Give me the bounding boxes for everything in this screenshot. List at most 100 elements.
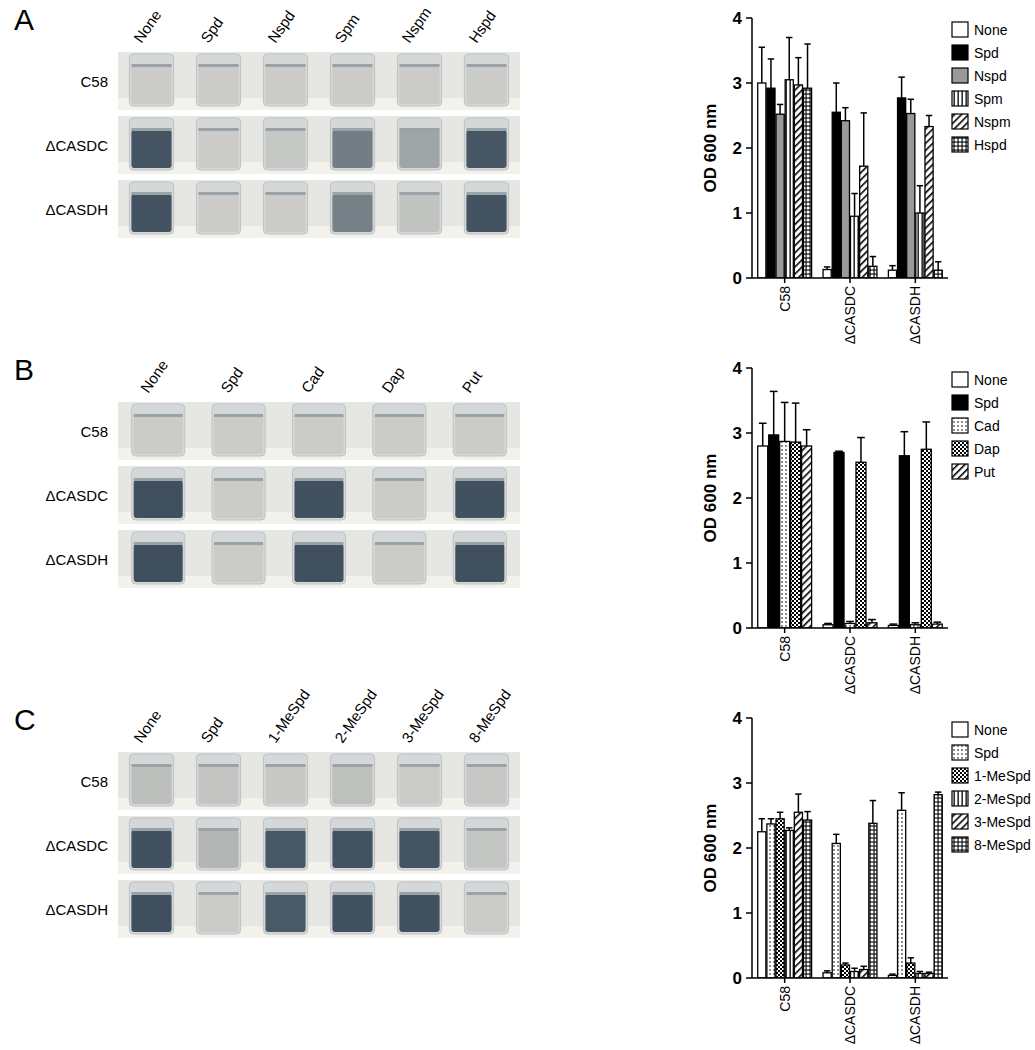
legend-swatch bbox=[952, 441, 968, 456]
error-bar bbox=[910, 99, 912, 113]
tube-culture bbox=[198, 830, 238, 868]
legend-swatch bbox=[952, 418, 968, 433]
x-tick bbox=[915, 978, 917, 983]
legend-swatch bbox=[952, 91, 968, 106]
plot-marks bbox=[758, 792, 943, 978]
error-cap bbox=[889, 973, 895, 975]
bar bbox=[934, 795, 942, 978]
error-cap bbox=[792, 402, 800, 404]
tube-glass bbox=[263, 754, 307, 806]
x-tick bbox=[784, 978, 786, 983]
error-cap bbox=[857, 437, 865, 439]
tube-culture bbox=[332, 766, 372, 804]
tube-meniscus bbox=[455, 414, 504, 417]
legend-swatch bbox=[952, 814, 968, 829]
tube-glass bbox=[453, 532, 506, 584]
tube-culture bbox=[332, 894, 372, 932]
figure: ANoneSpdNspdSpmNspmHspdC58ΔCASDCΔCASDH01… bbox=[0, 0, 1035, 1050]
panel-0: ANoneSpdNspdSpmNspmHspdC58ΔCASDCΔCASDH01… bbox=[14, 3, 1011, 344]
tube-glass bbox=[132, 404, 185, 456]
y-tick bbox=[746, 912, 752, 914]
error-cap bbox=[922, 421, 930, 423]
tube-meniscus bbox=[265, 764, 305, 767]
tube-culture bbox=[399, 66, 439, 104]
y-tick bbox=[746, 847, 752, 849]
y-tick-label: 3 bbox=[733, 74, 742, 93]
y-tick bbox=[746, 277, 752, 279]
legend-swatch bbox=[952, 45, 968, 60]
tube-culture bbox=[265, 130, 305, 168]
error-cap bbox=[759, 423, 767, 425]
legend-label: Spm bbox=[974, 91, 1003, 107]
tube-glass bbox=[196, 118, 240, 170]
tube-meniscus bbox=[294, 542, 343, 545]
tube-culture bbox=[399, 894, 439, 932]
photo-strip bbox=[118, 180, 520, 238]
legend-label: Spd bbox=[974, 45, 999, 61]
photo-strip bbox=[118, 752, 520, 810]
error-bar bbox=[860, 438, 862, 463]
bar bbox=[841, 121, 849, 278]
x-tick bbox=[849, 978, 851, 983]
error-cap bbox=[851, 968, 857, 970]
tube-culture bbox=[131, 830, 171, 868]
tube-glass bbox=[397, 882, 441, 934]
error-cap bbox=[770, 391, 778, 393]
x-tick bbox=[915, 278, 917, 283]
error-bar bbox=[779, 104, 781, 114]
bar bbox=[794, 812, 802, 978]
tube-meniscus bbox=[466, 64, 506, 67]
bar bbox=[832, 112, 840, 278]
tube-glass bbox=[373, 404, 426, 456]
tube-label: None bbox=[130, 7, 164, 46]
error-bar bbox=[788, 38, 790, 80]
tube-glass bbox=[330, 182, 374, 234]
error-bar bbox=[836, 834, 838, 843]
tube-glass bbox=[330, 54, 374, 106]
tube-meniscus bbox=[198, 64, 238, 67]
error-cap bbox=[870, 256, 876, 258]
error-bar bbox=[762, 423, 764, 446]
tube-meniscus bbox=[131, 192, 171, 195]
y-tick-label: 3 bbox=[733, 774, 742, 793]
tube-glass bbox=[129, 54, 173, 106]
bar bbox=[907, 963, 915, 978]
tube-meniscus bbox=[399, 764, 439, 767]
legend-label: Spd bbox=[974, 745, 999, 761]
error-cap bbox=[842, 962, 848, 964]
y-tick-label: 0 bbox=[733, 969, 742, 988]
tube-culture bbox=[466, 194, 506, 232]
tube-culture bbox=[134, 416, 183, 454]
tube-culture bbox=[294, 416, 343, 454]
tube-culture bbox=[214, 480, 263, 518]
photo-strip bbox=[118, 402, 520, 460]
y-tick bbox=[746, 367, 752, 369]
row-label: ΔCASDH bbox=[45, 551, 108, 568]
tube-meniscus bbox=[294, 478, 343, 481]
tube-meniscus bbox=[134, 478, 183, 481]
error-bar bbox=[795, 403, 797, 442]
bar bbox=[803, 88, 811, 278]
error-bar bbox=[863, 113, 865, 166]
error-bar bbox=[854, 194, 856, 217]
error-cap bbox=[901, 431, 909, 433]
tube-label: None bbox=[130, 707, 164, 746]
tube-glass bbox=[397, 54, 441, 106]
tube-label: None bbox=[137, 357, 171, 396]
bar bbox=[785, 80, 793, 278]
tube-culture bbox=[131, 66, 171, 104]
tube-meniscus bbox=[466, 192, 506, 195]
error-cap bbox=[786, 827, 792, 829]
error-bar bbox=[779, 812, 781, 819]
tube-culture bbox=[214, 544, 263, 582]
y-tick-label: 4 bbox=[733, 709, 743, 728]
tube-meniscus bbox=[265, 64, 305, 67]
bar bbox=[851, 972, 859, 979]
y-tick-label: 1 bbox=[733, 204, 742, 223]
tube-culture bbox=[466, 830, 506, 868]
photo-strip bbox=[118, 116, 520, 174]
error-cap bbox=[926, 115, 932, 117]
legend-label: Nspd bbox=[974, 68, 1007, 84]
bar bbox=[888, 270, 896, 278]
error-bar bbox=[770, 59, 772, 88]
